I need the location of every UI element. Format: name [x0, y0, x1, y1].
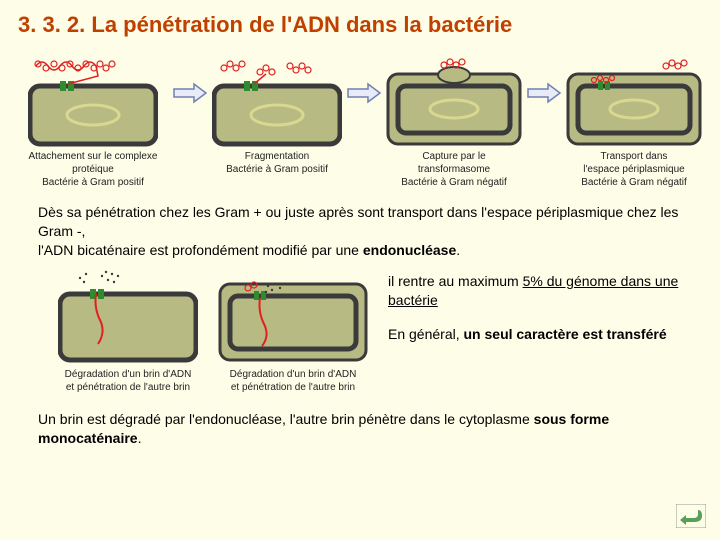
caption-line: Bactérie à Gram négatif [581, 176, 687, 189]
diagram-caption: Capture par le transformasome Bactérie à… [386, 150, 522, 189]
text-span: Un brin est dégradé par l'endonucléase, … [38, 411, 534, 427]
text-bold: endonucléase [363, 242, 456, 258]
caption-line: et pénétration de l'autre brin [230, 381, 357, 394]
arrow [172, 48, 208, 138]
side-text-block: il rentre au maximum 5% du génome dans u… [388, 266, 702, 345]
text-line: l'ADN bicaténaire est profondément modif… [38, 242, 363, 258]
diagram-caption: Dégradation d'un brin d'ADN et pénétrati… [65, 368, 192, 394]
caption-line: Dégradation d'un brin d'ADN [230, 368, 357, 381]
diagram-fragmentation: Fragmentation Bactérie à Gram positif [212, 48, 342, 176]
diagram-svg [58, 266, 198, 366]
paragraph-2: Un brin est dégradé par l'endonucléase, … [18, 410, 702, 448]
diagram-attachment: Attachement sur le complexe protéique Ba… [18, 48, 168, 189]
caption-line: et pénétration de l'autre brin [65, 381, 192, 394]
caption-line: Bactérie à Gram négatif [386, 176, 522, 189]
arrow-icon [172, 81, 208, 105]
diagram-row-top: Attachement sur le complexe protéique Ba… [18, 48, 702, 189]
caption-line: Capture par le transformasome [386, 150, 522, 176]
caption-line: Attachement sur le complexe protéique [18, 150, 168, 176]
side-text-1: il rentre au maximum 5% du génome dans u… [388, 272, 702, 310]
text-line: Dès sa pénétration chez les Gram + ou ju… [38, 204, 678, 239]
diagram-degradation-2: Dégradation d'un brin d'ADN et pénétrati… [218, 266, 368, 394]
arrow [346, 48, 382, 138]
diagram-caption: Transport dans l'espace périplasmique Ba… [581, 150, 687, 189]
caption-line: Transport dans [581, 150, 687, 163]
caption-line: Bactérie à Gram positif [226, 163, 328, 176]
caption-line: Dégradation d'un brin d'ADN [65, 368, 192, 381]
text-span: il rentre au maximum [388, 273, 523, 289]
diagram-caption: Attachement sur le complexe protéique Ba… [18, 150, 168, 189]
diagram-svg [28, 48, 158, 148]
side-text-2: En général, un seul caractère est transf… [388, 325, 702, 344]
text-span: En général, [388, 326, 464, 342]
caption-line: Fragmentation [226, 150, 328, 163]
diagram-svg [386, 48, 522, 148]
caption-line: l'espace périplasmique [581, 163, 687, 176]
paragraph-1: Dès sa pénétration chez les Gram + ou ju… [18, 203, 702, 260]
arrow-icon [526, 81, 562, 105]
diagram-caption: Fragmentation Bactérie à Gram positif [226, 150, 328, 176]
caption-line: Bactérie à Gram positif [18, 176, 168, 189]
back-icon[interactable] [676, 504, 706, 528]
diagram-degradation-1: Dégradation d'un brin d'ADN et pénétrati… [58, 266, 198, 394]
section-title: 3. 3. 2. La pénétration de l'ADN dans la… [18, 12, 702, 38]
diagram-caption: Dégradation d'un brin d'ADN et pénétrati… [230, 368, 357, 394]
diagram-svg [566, 48, 702, 148]
arrow [526, 48, 562, 138]
diagram-capture: Capture par le transformasome Bactérie à… [386, 48, 522, 189]
diagram-svg [212, 48, 342, 148]
diagram-svg [218, 266, 368, 366]
diagram-row-bottom: Dégradation d'un brin d'ADN et pénétrati… [18, 266, 702, 394]
diagram-transport: Transport dans l'espace périplasmique Ba… [566, 48, 702, 189]
arrow-icon [346, 81, 382, 105]
text-bold: un seul caractère est transféré [464, 326, 667, 342]
